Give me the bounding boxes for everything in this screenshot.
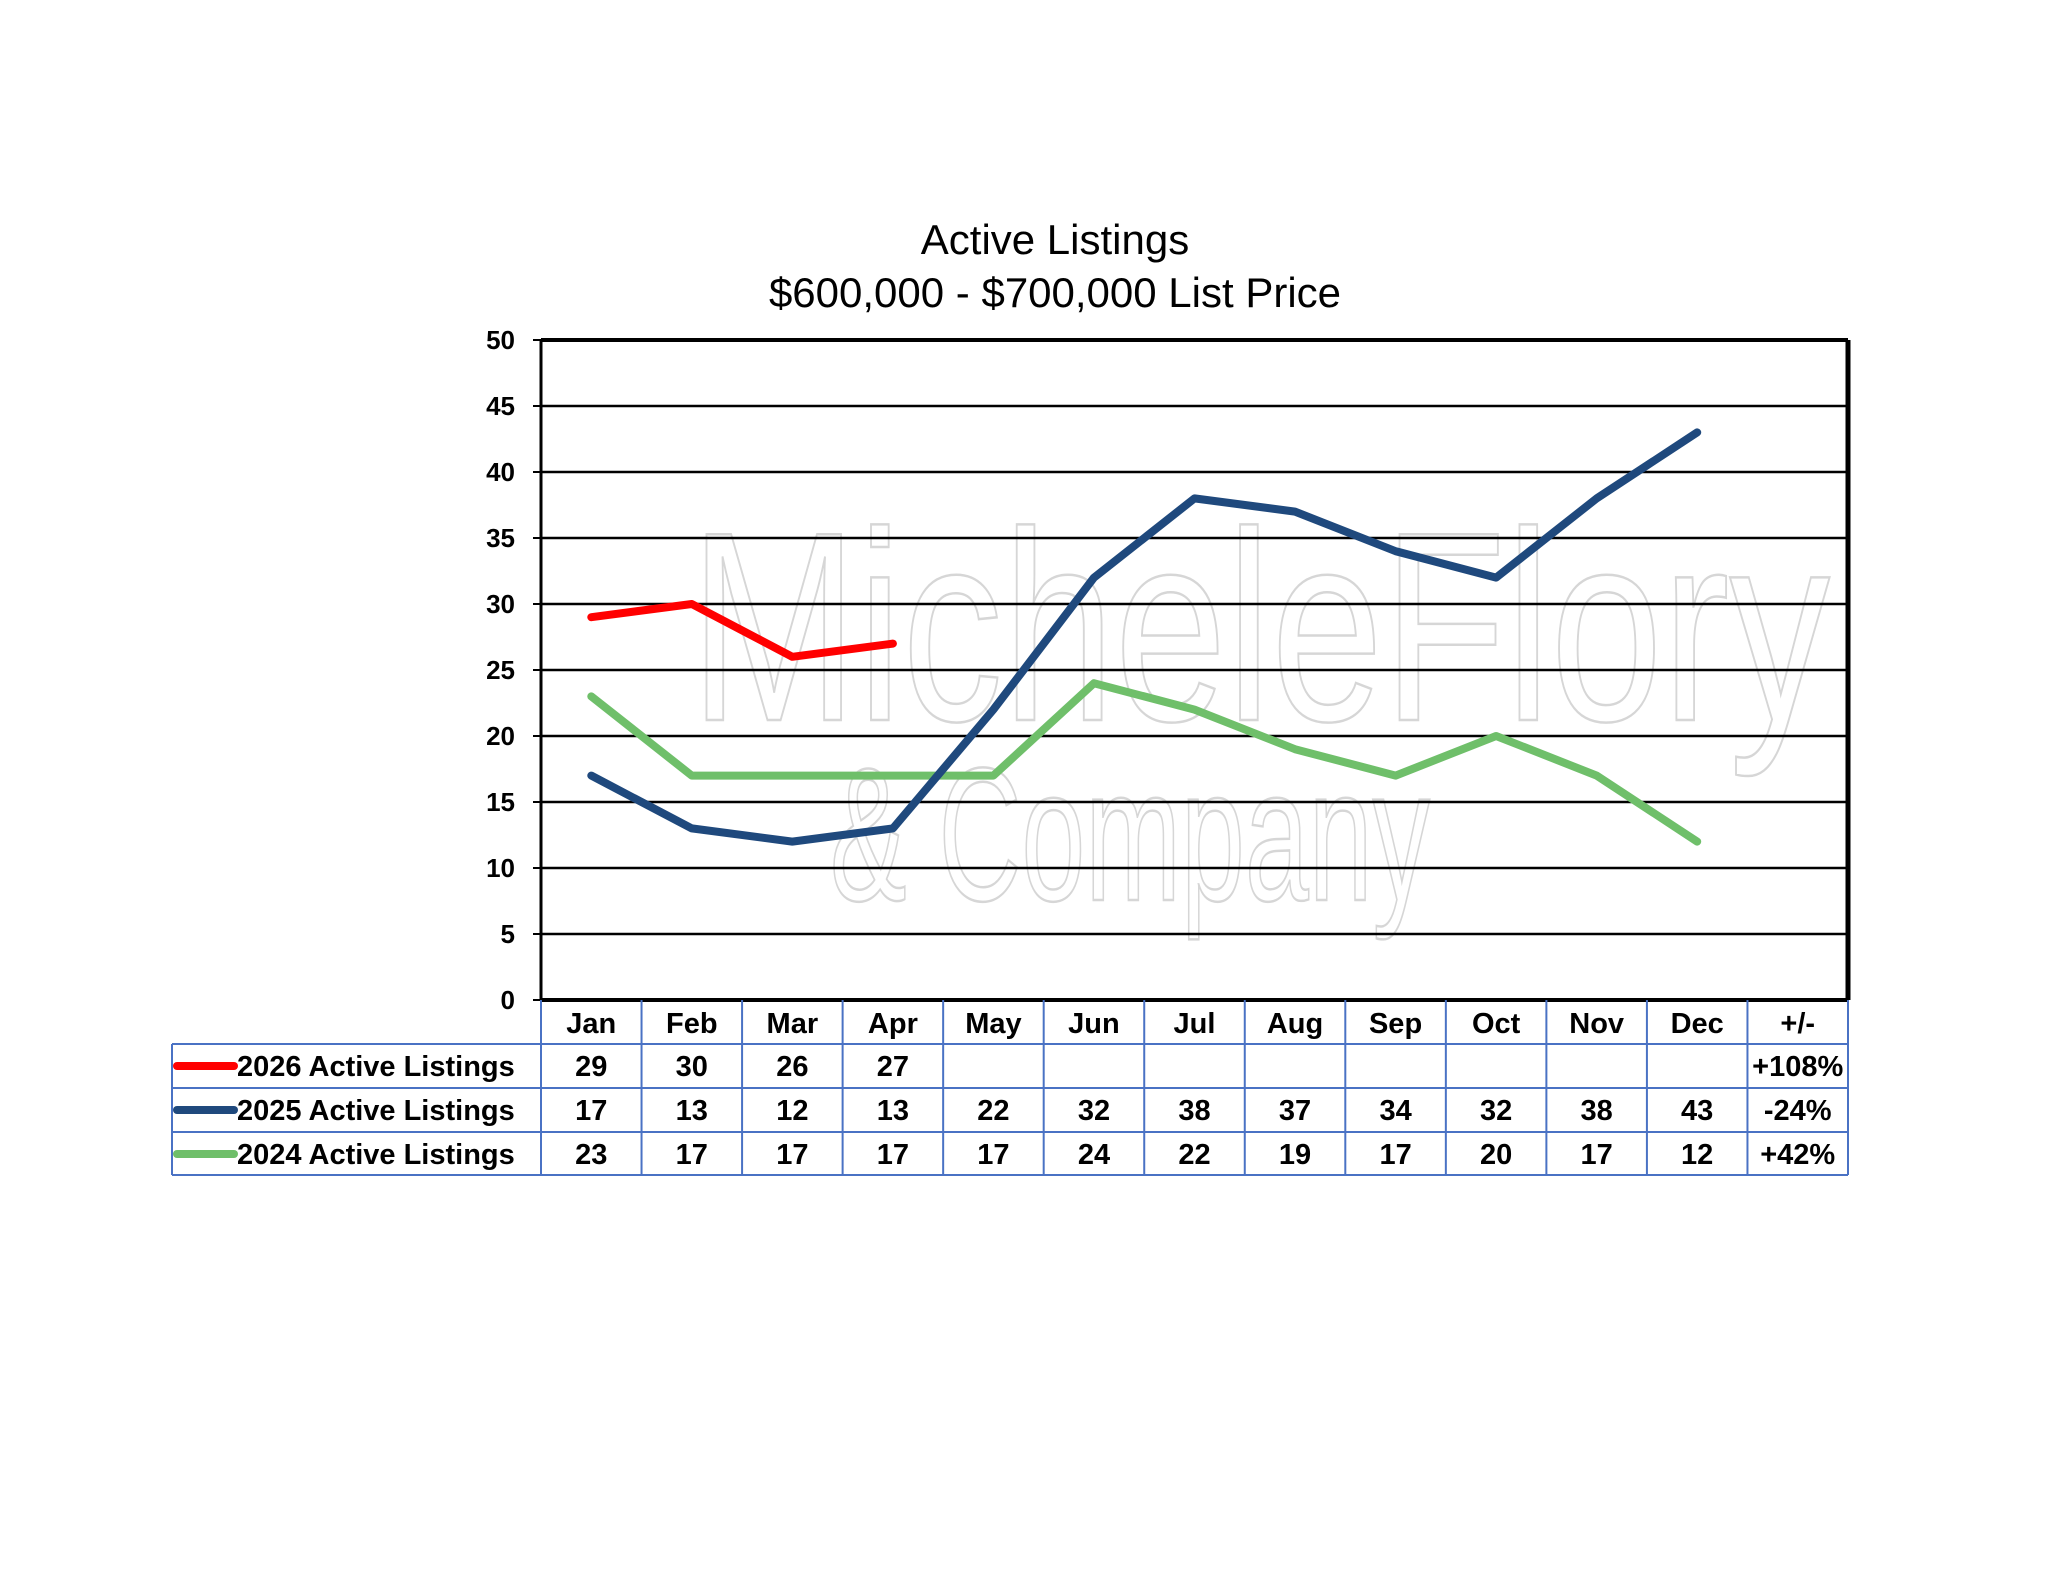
data-label: 12 [776,1095,808,1127]
y-tick-label: 0 [501,985,515,1015]
x-tick-label: Dec [1671,1008,1724,1040]
chart-subtitle: $600,000 - $700,000 List Price [769,269,1341,316]
data-label: 38 [1178,1095,1210,1127]
x-tick-label: Apr [868,1008,918,1040]
y-tick-label: 20 [486,721,515,751]
x-tick-label: Feb [666,1008,718,1040]
data-label: 43 [1681,1095,1713,1127]
data-label: 17 [575,1095,607,1127]
data-label: 38 [1581,1095,1613,1127]
legend-label: 2026 Active Listings [237,1051,515,1083]
series-line [587,600,897,661]
change-column-header: +/- [1780,1008,1815,1040]
y-tick-label: 10 [486,853,515,883]
data-label: 37 [1279,1095,1311,1127]
data-label: 26 [776,1051,808,1083]
data-table: Jan Feb Mar Apr May Jun Jul Aug Sep Oct Nov Dec +/- 2… [171,1000,1849,1176]
y-tick-label: 30 [486,589,515,619]
data-label: 17 [676,1139,708,1171]
x-tick-label: Aug [1267,1008,1323,1040]
change-value: -24% [1764,1095,1832,1127]
data-label: 12 [1681,1139,1713,1171]
watermark: MicheleFlory & Company [689,476,1832,943]
plot-area-border [541,338,1851,1002]
data-label: 13 [676,1095,708,1127]
data-label: 34 [1379,1095,1411,1127]
y-tick-label: 25 [486,655,515,685]
change-value: +108% [1752,1051,1843,1083]
x-tick-label: Nov [1569,1008,1624,1040]
data-label: 30 [676,1051,708,1083]
data-label: 29 [575,1051,607,1083]
change-value: +42% [1760,1139,1835,1171]
x-tick-label: May [965,1008,1021,1040]
x-tick-label: Oct [1472,1008,1521,1040]
watermark-line2: & Company [830,729,1430,941]
data-label: 22 [977,1095,1009,1127]
x-tick-label: Jan [566,1008,616,1040]
chart-title: Active Listings [921,216,1189,263]
x-tick-label: Jul [1174,1008,1216,1040]
data-label: 32 [1078,1095,1110,1127]
y-tick-label: 35 [486,523,515,553]
y-tick-label: 45 [486,391,515,421]
data-label: 20 [1480,1139,1512,1171]
y-tick-label: 40 [486,457,515,487]
chart-title-block: Active Listings $600,000 - $700,000 List… [769,216,1341,316]
data-label: 17 [1379,1139,1411,1171]
watermark-line1: MicheleFlory [690,477,1830,779]
data-label: 32 [1480,1095,1512,1127]
data-label: 17 [1581,1139,1613,1171]
data-label: 17 [776,1139,808,1171]
data-label: 22 [1178,1139,1210,1171]
x-tick-label: Sep [1369,1008,1422,1040]
x-tick-label: Jun [1068,1008,1120,1040]
data-label: 24 [1078,1139,1110,1171]
data-label: 17 [877,1139,909,1171]
legend-label: 2024 Active Listings [237,1139,515,1171]
data-label: 13 [877,1095,909,1127]
data-label: 17 [977,1139,1009,1171]
data-label: 23 [575,1139,607,1171]
series-line [587,679,1702,846]
y-tick-label: 50 [486,325,515,355]
y-tick-label: 15 [486,787,515,817]
series-lines [587,428,1702,846]
data-label: 19 [1279,1139,1311,1171]
x-tick-label: Mar [767,1008,819,1040]
data-label: 27 [877,1051,909,1083]
y-tick-label: 5 [501,919,515,949]
legend-label: 2025 Active Listings [237,1095,515,1127]
y-axis: 0 5 10 15 20 25 30 35 40 45 50 [486,325,543,1015]
series-line [587,428,1702,846]
